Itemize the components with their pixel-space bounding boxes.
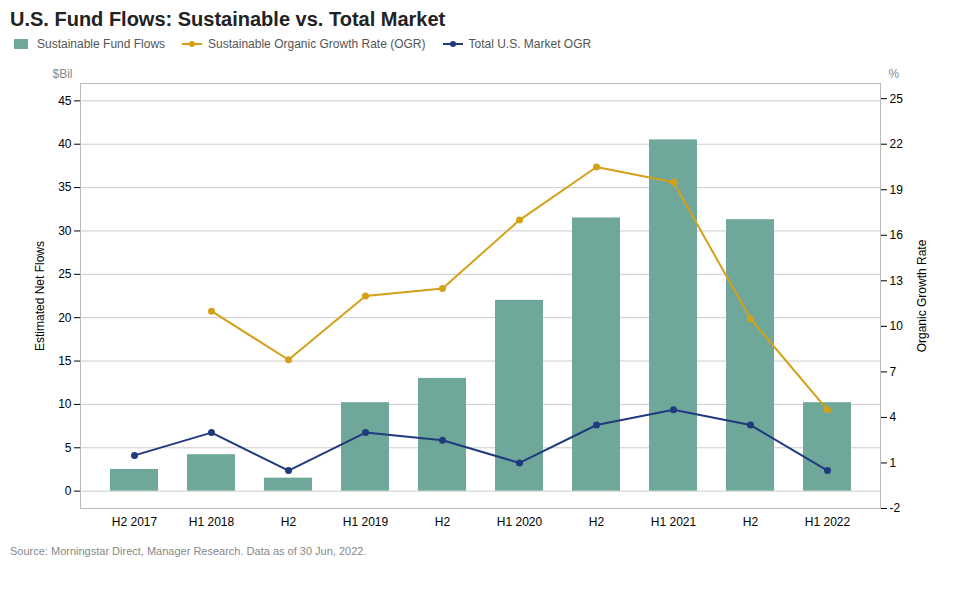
svg-text:16: 16 (890, 228, 904, 242)
svg-text:20: 20 (58, 311, 72, 325)
svg-text:H1 2022: H1 2022 (805, 515, 851, 529)
svg-text:5: 5 (65, 441, 72, 455)
svg-text:H2: H2 (743, 515, 759, 529)
svg-text:40: 40 (58, 137, 72, 151)
svg-text:30: 30 (58, 224, 72, 238)
svg-text:H2: H2 (589, 515, 605, 529)
svg-text:H1 2018: H1 2018 (189, 515, 235, 529)
svg-text:10: 10 (58, 397, 72, 411)
html-text:Source: Morningstar Direct, Ma: Source: Morningstar Direct, Manager Rese… (10, 545, 367, 557)
svg-text:H2 2017: H2 2017 (112, 515, 158, 529)
svg-text:%: % (889, 67, 900, 81)
svg-text:0: 0 (65, 484, 72, 498)
svg-text:13: 13 (890, 274, 904, 288)
html-text:Sustainable Organic Growth Rat: Sustainable Organic Growth Rate (OGR) (208, 37, 426, 51)
svg-text:15: 15 (58, 354, 72, 368)
svg-text:H1 2020: H1 2020 (497, 515, 543, 529)
svg-text:H2: H2 (435, 515, 451, 529)
svg-text:1: 1 (890, 456, 897, 470)
svg-text:19: 19 (890, 183, 904, 197)
svg-text:Estimated Net Flows: Estimated Net Flows (33, 241, 47, 351)
html-text:Sustainable Fund Flows: Sustainable Fund Flows (37, 37, 166, 51)
html-text:Total U.S. Market OGR: Total U.S. Market OGR (468, 37, 592, 51)
svg-text:$Bil: $Bil (52, 67, 72, 81)
html-text:U.S. Fund Flows: Sustainable v: U.S. Fund Flows: Sustainable vs. Total M… (10, 8, 446, 30)
svg-text:4: 4 (890, 410, 897, 424)
svg-text:H1 2019: H1 2019 (343, 515, 389, 529)
svg-text:25: 25 (58, 267, 72, 281)
svg-text:7: 7 (890, 365, 897, 379)
svg-text:-2: -2 (890, 501, 901, 515)
svg-text:25: 25 (890, 92, 904, 106)
svg-text:45: 45 (58, 94, 72, 108)
svg-text:H2: H2 (281, 515, 297, 529)
svg-text:22: 22 (890, 137, 904, 151)
svg-text:Organic Growth Rate: Organic Growth Rate (915, 239, 929, 352)
svg-text:10: 10 (890, 319, 904, 333)
svg-text:H1 2021: H1 2021 (651, 515, 697, 529)
svg-text:35: 35 (58, 180, 72, 194)
